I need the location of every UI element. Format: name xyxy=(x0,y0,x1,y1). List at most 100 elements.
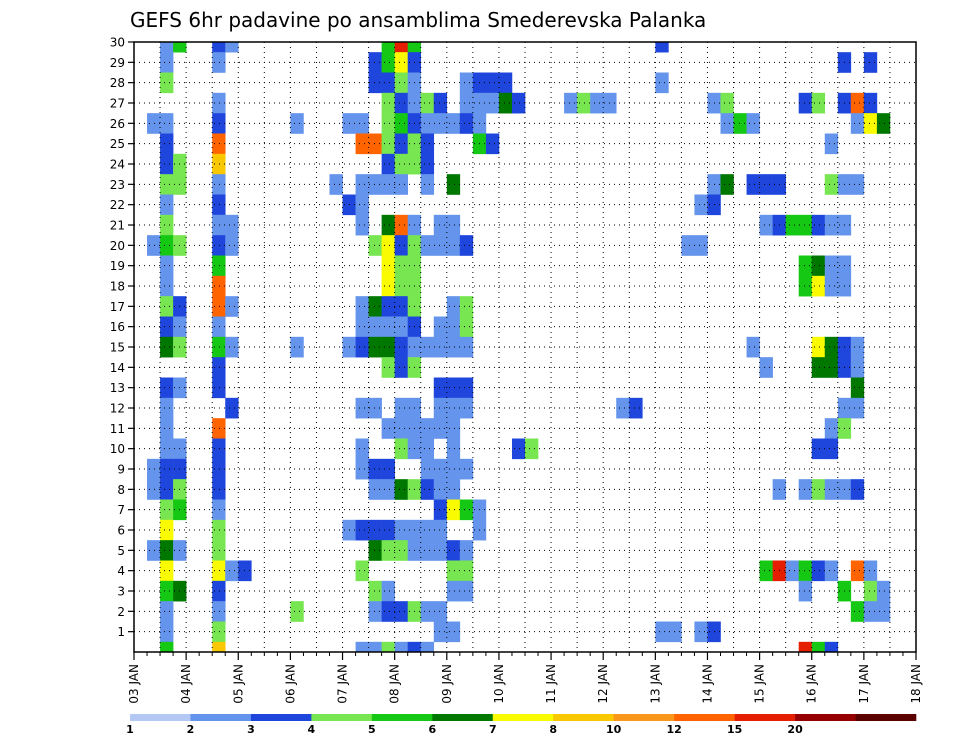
heatmap-cell xyxy=(160,52,174,73)
heatmap-cell xyxy=(368,336,382,358)
heatmap-cell xyxy=(746,336,760,358)
heatmap-cell xyxy=(394,174,408,195)
heatmap-cell xyxy=(798,479,813,500)
colorbar-label: 2 xyxy=(187,723,195,736)
heatmap-cell xyxy=(212,174,226,195)
colorbar-swatch xyxy=(190,714,252,721)
heatmap-cell xyxy=(824,560,839,582)
heatmap-cell xyxy=(212,621,226,643)
heatmap-cell xyxy=(381,316,395,338)
heatmap-cell xyxy=(446,458,461,480)
heatmap-cell xyxy=(225,560,239,582)
heatmap-cell xyxy=(811,357,826,378)
heatmap-cell xyxy=(368,72,382,94)
heatmap-cell xyxy=(160,580,174,602)
heatmap-cell xyxy=(459,296,474,317)
heatmap-cell xyxy=(446,560,461,582)
heatmap-cell xyxy=(394,641,408,653)
heatmap-cell xyxy=(407,42,422,53)
y-tick-label: 18 xyxy=(110,280,125,294)
heatmap-cell xyxy=(785,560,799,582)
heatmap-cell xyxy=(511,92,526,114)
y-tick-label: 22 xyxy=(110,198,125,212)
heatmap-cell xyxy=(485,133,500,155)
y-tick-label: 11 xyxy=(110,422,125,436)
y-tick-label: 4 xyxy=(117,564,125,578)
heatmap-cell xyxy=(147,458,161,480)
heatmap-cell xyxy=(446,580,461,602)
colorbar-label: 7 xyxy=(489,723,497,736)
heatmap-cell xyxy=(394,275,408,297)
heatmap-cell xyxy=(798,560,813,582)
colorbar-label: 8 xyxy=(549,723,557,736)
heatmap-cell xyxy=(212,377,226,399)
heatmap-cell xyxy=(394,255,408,277)
heatmap-cell xyxy=(824,438,839,460)
heatmap-cell xyxy=(459,458,474,480)
heatmap-cell xyxy=(355,641,369,653)
heatmap-cell xyxy=(212,275,226,297)
colorbar-swatch xyxy=(613,714,675,721)
heatmap-cell xyxy=(381,235,395,256)
colorbar-swatch xyxy=(371,714,433,721)
heatmap-cell xyxy=(160,479,174,500)
heatmap-cell xyxy=(824,357,839,378)
heatmap-cell xyxy=(355,133,369,155)
heatmap-cell xyxy=(811,560,826,582)
heatmap-cell xyxy=(433,621,448,643)
colorbar-label: 15 xyxy=(727,723,742,736)
heatmap-cell xyxy=(381,72,395,94)
heatmap-cell xyxy=(394,153,408,175)
heatmap-cell xyxy=(498,92,513,114)
heatmap-cell xyxy=(394,540,408,561)
x-tick-label: 07 JAN xyxy=(336,664,350,704)
heatmap-cell xyxy=(212,296,226,317)
y-tick-label: 3 xyxy=(117,585,125,599)
heatmap-cell xyxy=(160,336,174,358)
y-tick-label: 19 xyxy=(110,259,125,273)
heatmap-cell xyxy=(381,42,395,53)
heatmap-cell xyxy=(212,641,226,653)
heatmap-cell xyxy=(355,458,369,480)
heatmap-cell xyxy=(433,92,448,114)
heatmap-cell xyxy=(160,519,174,541)
heatmap-cell xyxy=(381,174,395,195)
heatmap-cell xyxy=(759,174,773,195)
y-tick-label: 9 xyxy=(117,463,125,477)
heatmap-cell xyxy=(759,357,773,378)
heatmap-cell xyxy=(446,316,461,338)
heatmap-cell xyxy=(720,174,734,195)
y-tick-label: 15 xyxy=(110,341,125,355)
heatmap-cell xyxy=(160,174,174,195)
heatmap-cell xyxy=(160,540,174,561)
heatmap-cell xyxy=(863,92,878,114)
y-tick-label: 28 xyxy=(110,76,125,90)
heatmap-cell xyxy=(824,133,839,155)
heatmap-cell xyxy=(212,560,226,582)
heatmap-cell xyxy=(381,418,395,439)
heatmap-cell xyxy=(590,92,604,114)
heatmap-cell xyxy=(433,479,448,500)
y-tick-label: 10 xyxy=(110,442,125,456)
heatmap-cell xyxy=(160,133,174,155)
heatmap-cell xyxy=(212,418,226,439)
heatmap-cell xyxy=(850,601,865,622)
heatmap-cell xyxy=(394,397,408,419)
heatmap-cell xyxy=(433,418,448,439)
heatmap-cell xyxy=(446,113,461,134)
heatmap-cell xyxy=(355,316,369,338)
heatmap-cell xyxy=(433,336,448,358)
heatmap-cell xyxy=(212,479,226,500)
heatmap-cell xyxy=(368,174,382,195)
colorbar-swatch xyxy=(734,714,796,721)
heatmap-cell xyxy=(420,92,435,114)
heatmap-cell xyxy=(746,174,760,195)
heatmap-cell xyxy=(381,52,395,73)
colorbar-label: 12 xyxy=(666,723,681,736)
heatmap-cell xyxy=(798,580,813,602)
x-tick-label: 10 JAN xyxy=(492,664,506,704)
heatmap-cell xyxy=(394,519,408,541)
heatmap-cell xyxy=(420,458,435,480)
heatmap-cell xyxy=(160,194,174,216)
heatmap-cell xyxy=(824,275,839,297)
